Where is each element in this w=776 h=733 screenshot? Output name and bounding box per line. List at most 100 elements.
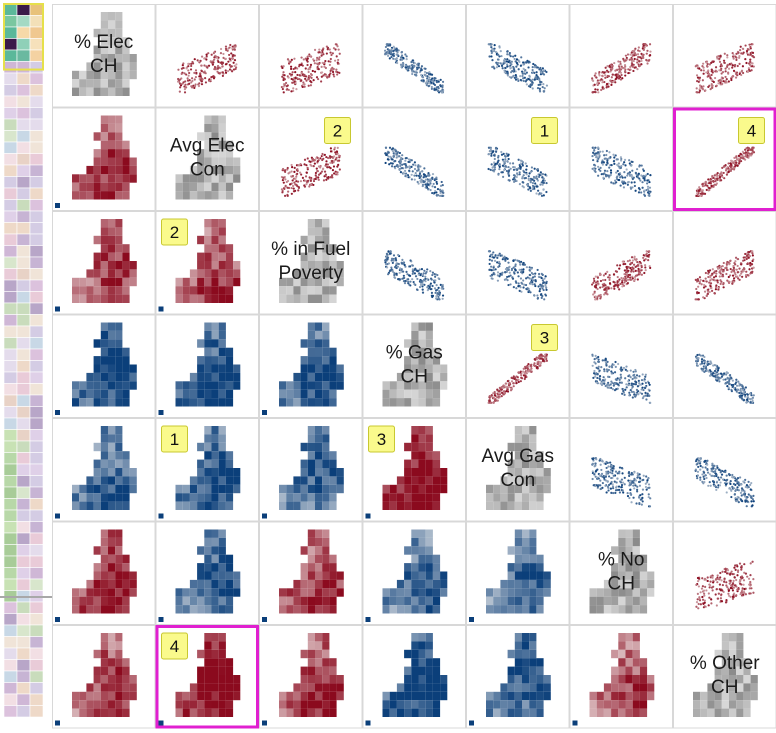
map-tile bbox=[129, 381, 137, 390]
scatter-point bbox=[638, 381, 641, 385]
map-tile bbox=[79, 182, 87, 192]
map-tile bbox=[115, 28, 123, 38]
scatter-point bbox=[403, 169, 407, 172]
scatter-point bbox=[386, 158, 390, 161]
cell-4-2[interactable] bbox=[259, 418, 363, 522]
scatter-point bbox=[630, 384, 633, 387]
scatter-point bbox=[716, 279, 719, 282]
cell-4-0[interactable] bbox=[52, 418, 156, 522]
cell-0-4[interactable] bbox=[466, 4, 570, 108]
cell-4-3[interactable] bbox=[362, 418, 466, 522]
scatter-point bbox=[702, 62, 705, 65]
cell-1-0[interactable] bbox=[52, 107, 156, 211]
map-tile bbox=[115, 364, 123, 373]
map-tile bbox=[189, 398, 198, 407]
scatter-point bbox=[600, 161, 604, 164]
map-tile bbox=[100, 261, 108, 270]
strip-cell bbox=[16, 256, 31, 269]
map-tile bbox=[315, 227, 323, 236]
strip-cell bbox=[16, 693, 31, 706]
scatter-point bbox=[610, 366, 614, 369]
map-tile bbox=[225, 347, 234, 357]
strip-cell bbox=[16, 578, 31, 591]
scatter-point bbox=[329, 155, 332, 158]
map-tile bbox=[204, 372, 212, 382]
map-tile bbox=[322, 252, 330, 261]
scatter-point bbox=[536, 87, 540, 90]
cell-1-5[interactable] bbox=[569, 107, 673, 211]
scatter-point bbox=[615, 76, 618, 79]
cell-0-5[interactable] bbox=[569, 4, 673, 108]
map-tile bbox=[218, 339, 226, 348]
map-tile bbox=[418, 356, 426, 365]
strip-cell bbox=[29, 199, 44, 212]
map-tile bbox=[86, 286, 94, 295]
scatter-point bbox=[732, 280, 735, 283]
scatter-point bbox=[326, 76, 329, 79]
strip-cell bbox=[29, 268, 44, 281]
cell-3-1[interactable] bbox=[155, 314, 259, 418]
cell-3-0[interactable] bbox=[52, 314, 156, 418]
strip-cell bbox=[16, 601, 31, 614]
map-tile bbox=[300, 286, 308, 295]
scatter-point bbox=[312, 165, 315, 168]
cell-0-1[interactable] bbox=[155, 4, 259, 108]
scatter-point bbox=[625, 265, 628, 269]
scatter-point bbox=[604, 66, 607, 69]
map-tile bbox=[329, 398, 337, 407]
row-ordering-strip[interactable] bbox=[3, 3, 44, 718]
scatter-point bbox=[296, 77, 299, 80]
scatter-point bbox=[409, 265, 412, 268]
map-tile bbox=[315, 451, 323, 460]
cell-0-6[interactable] bbox=[673, 4, 776, 108]
scatter-point bbox=[326, 48, 329, 51]
scatter-point bbox=[615, 176, 618, 179]
scatter-point bbox=[221, 71, 224, 74]
map-tile bbox=[115, 149, 123, 158]
scatter-point bbox=[285, 88, 288, 91]
scatter-point bbox=[400, 50, 404, 54]
strip-cell bbox=[29, 245, 44, 258]
strip-cell bbox=[3, 371, 18, 384]
cell-3-5[interactable] bbox=[569, 314, 673, 418]
cell-2-0[interactable] bbox=[52, 211, 156, 315]
scatter-point bbox=[200, 55, 204, 58]
map-tile bbox=[315, 476, 323, 485]
scatter-point bbox=[545, 359, 548, 362]
scatter-point bbox=[608, 274, 611, 277]
cell-1-3[interactable] bbox=[362, 107, 466, 211]
scatter-point bbox=[606, 270, 609, 274]
scatter-point bbox=[428, 81, 431, 84]
scatter-point bbox=[601, 285, 604, 289]
scatter-point bbox=[512, 168, 516, 171]
cell-3-6[interactable] bbox=[673, 314, 776, 418]
scatter-point bbox=[387, 155, 390, 158]
scatter-point bbox=[435, 191, 438, 194]
scatter-point bbox=[335, 43, 338, 46]
scatter-point bbox=[543, 357, 546, 360]
cell-2-4[interactable] bbox=[466, 211, 570, 315]
map-tile bbox=[108, 149, 116, 158]
cell-2-5[interactable] bbox=[569, 211, 673, 315]
cell-0-3[interactable] bbox=[362, 4, 466, 108]
scatter-point bbox=[194, 83, 197, 86]
cell-3-2[interactable] bbox=[259, 314, 363, 418]
scatter-point bbox=[609, 79, 612, 82]
strip-cell bbox=[29, 636, 44, 649]
scatter-point bbox=[531, 276, 535, 279]
scatter-point bbox=[515, 76, 518, 79]
map-tile bbox=[115, 294, 123, 303]
scatter-point bbox=[750, 394, 753, 397]
cell-2-6[interactable] bbox=[673, 211, 776, 315]
cell-0-2[interactable] bbox=[259, 4, 363, 108]
strip-cell bbox=[16, 647, 31, 660]
scatter-point bbox=[742, 392, 746, 395]
cell-2-3[interactable] bbox=[362, 211, 466, 315]
scatter-point bbox=[520, 290, 523, 293]
scatter-point bbox=[699, 354, 703, 357]
map-legend-swatch bbox=[55, 306, 60, 312]
